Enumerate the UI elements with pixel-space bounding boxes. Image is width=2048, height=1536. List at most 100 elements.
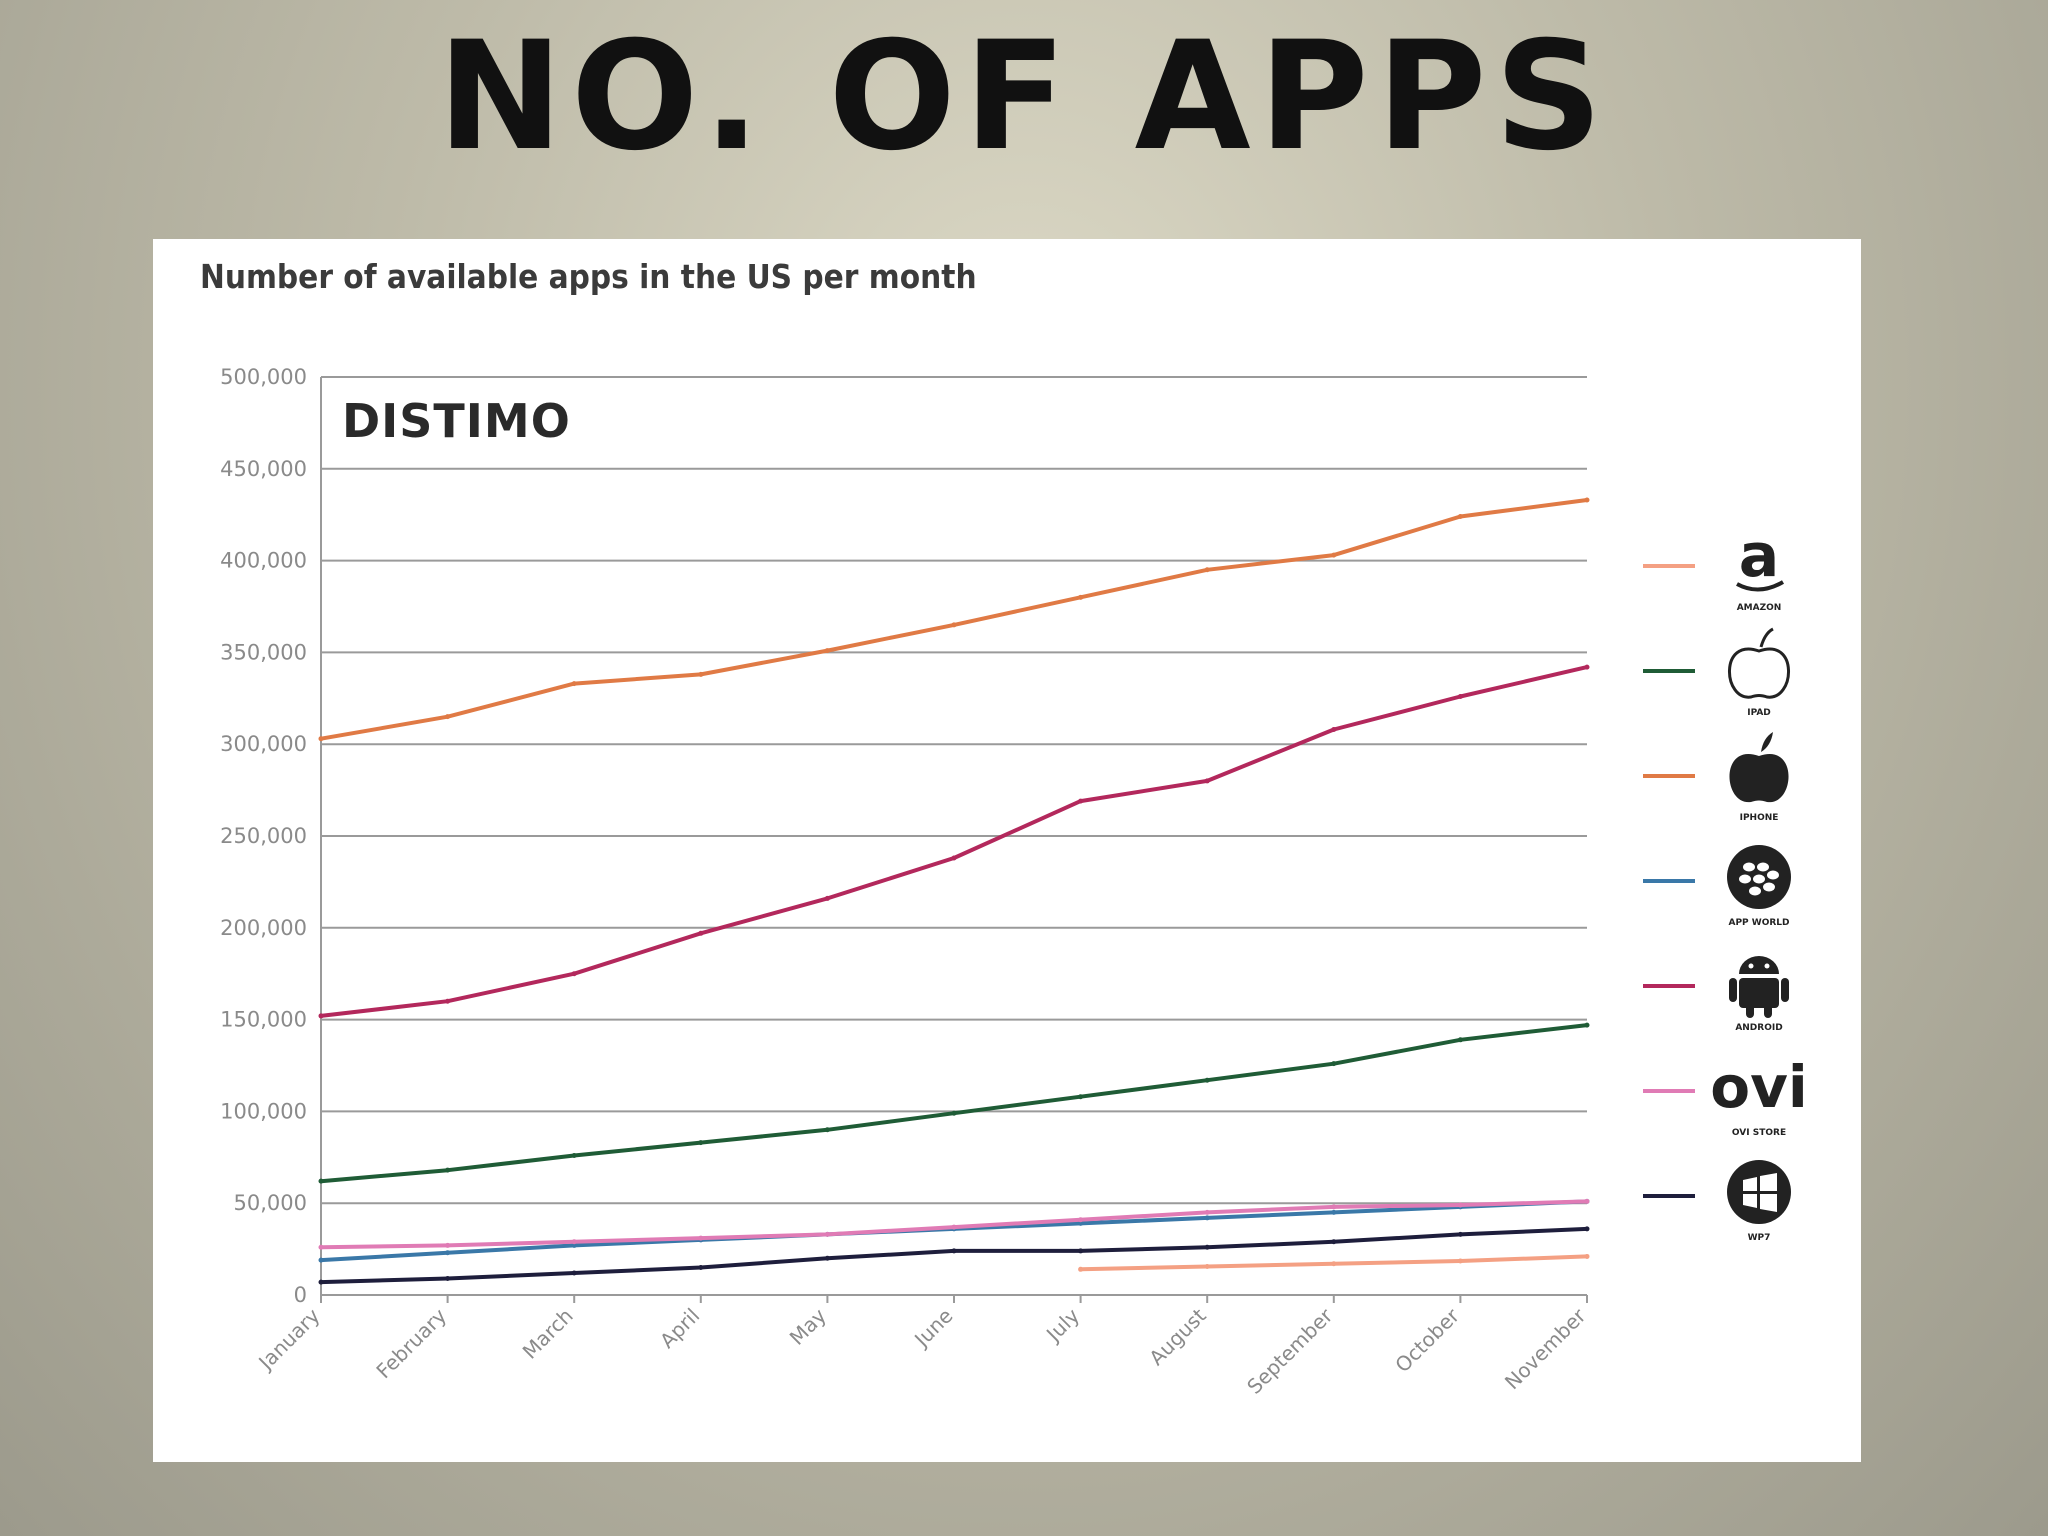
data-point	[951, 1110, 957, 1116]
data-point	[1204, 1209, 1210, 1215]
data-point	[698, 930, 704, 936]
data-point	[1584, 1226, 1590, 1232]
data-point	[1331, 1061, 1337, 1067]
legend-item: ovi OVI STORE	[1643, 1053, 1808, 1138]
x-tick-label: April	[655, 1304, 704, 1353]
data-point	[951, 855, 957, 861]
series-line-ipad	[320, 1023, 1588, 1184]
data-point	[571, 1242, 577, 1248]
y-tick-label: 100,000	[220, 1099, 307, 1123]
data-point	[1204, 1077, 1210, 1083]
data-point	[824, 648, 830, 654]
y-tick-label: 450,000	[220, 457, 307, 481]
data-point	[445, 1242, 451, 1248]
y-tick-label: 500,000	[220, 365, 307, 389]
apple-icon	[1729, 732, 1789, 803]
x-tick-label: February	[371, 1303, 451, 1383]
data-point	[318, 736, 324, 742]
data-point	[1457, 514, 1463, 520]
x-tick-label: November	[1500, 1303, 1591, 1394]
y-tick-label: 300,000	[220, 732, 307, 756]
data-point	[1457, 1037, 1463, 1043]
data-point	[571, 681, 577, 687]
ovi-icon: ovi	[1710, 1053, 1808, 1121]
svg-text:ovi: ovi	[1710, 1053, 1808, 1121]
data-point	[824, 1127, 830, 1133]
data-point	[571, 971, 577, 977]
data-point	[698, 1140, 704, 1146]
data-point	[1078, 594, 1084, 600]
legend-item: WP7	[1643, 1160, 1791, 1243]
data-point	[318, 1257, 324, 1263]
y-tick-label: 50,000	[234, 1191, 307, 1215]
x-tick-label: September	[1242, 1303, 1338, 1399]
data-point	[318, 1244, 324, 1250]
data-point	[1078, 1248, 1084, 1254]
data-point	[1584, 1022, 1590, 1028]
data-point	[824, 1231, 830, 1237]
data-point	[1204, 1215, 1210, 1221]
legend-item: a AMAZON	[1643, 521, 1785, 613]
data-point	[1457, 693, 1463, 699]
data-point	[1457, 1258, 1463, 1264]
series-line-iphone	[320, 498, 1588, 741]
data-point	[445, 714, 451, 720]
legend-item: IPHONE	[1643, 732, 1789, 823]
y-tick-label: 350,000	[220, 640, 307, 664]
legend-item: IPAD	[1643, 627, 1790, 718]
data-point	[1457, 1202, 1463, 1208]
data-point	[1078, 1094, 1084, 1100]
data-point	[1584, 497, 1590, 503]
data-point	[1204, 1244, 1210, 1250]
legend-label: OVI STORE	[1732, 1128, 1786, 1138]
legend-label: APP WORLD	[1728, 918, 1789, 928]
data-point	[1204, 567, 1210, 573]
y-tick-label: 0	[294, 1283, 307, 1307]
distimo-logo: DISTIMO	[342, 394, 571, 448]
data-point	[698, 671, 704, 677]
x-tick-label: May	[785, 1303, 831, 1349]
data-point	[1584, 1198, 1590, 1204]
data-point	[571, 1152, 577, 1158]
x-tick-label: October	[1390, 1303, 1464, 1377]
x-tick-label: July	[1040, 1303, 1084, 1347]
series-line-wp7	[320, 1226, 1588, 1285]
x-tick-label: March	[518, 1304, 578, 1364]
data-point	[951, 1224, 957, 1230]
data-point	[1331, 552, 1337, 558]
data-point	[1331, 1209, 1337, 1215]
data-point	[1331, 1204, 1337, 1210]
data-point	[1331, 1261, 1337, 1267]
y-tick-label: 400,000	[220, 549, 307, 573]
legend: a AMAZON IPAD IPHONE APP WORLD ANDROID ovi OVI …	[1643, 521, 1808, 1243]
data-point	[824, 895, 830, 901]
amazon-icon: a	[1736, 521, 1785, 592]
legend-label: IPHONE	[1740, 813, 1779, 823]
data-point	[318, 1013, 324, 1019]
legend-item: ANDROID	[1643, 956, 1789, 1033]
grid	[321, 376, 1587, 1296]
data-point	[1331, 727, 1337, 733]
y-tick-label: 250,000	[220, 824, 307, 848]
y-tick-label: 200,000	[220, 916, 307, 940]
data-point	[1331, 1239, 1337, 1245]
windows-icon	[1727, 1160, 1791, 1224]
svg-text:a: a	[1739, 521, 1780, 591]
slide-title: NO. OF APPS	[437, 10, 1611, 184]
data-point	[1204, 778, 1210, 784]
chart-title: Number of available apps in the US per m…	[200, 257, 977, 296]
legend-label: AMAZON	[1737, 603, 1782, 613]
data-point	[571, 1270, 577, 1276]
data-point	[1078, 1220, 1084, 1226]
chart-panel: Number of available apps in the US per m…	[153, 239, 1861, 1462]
data-point	[445, 998, 451, 1004]
data-point	[445, 1167, 451, 1173]
data-point	[951, 1248, 957, 1254]
data-point	[318, 1178, 324, 1184]
data-point	[1584, 1253, 1590, 1259]
data-point	[1078, 798, 1084, 804]
legend-label: ANDROID	[1735, 1023, 1782, 1033]
data-point	[1078, 1266, 1084, 1272]
data-point	[445, 1250, 451, 1256]
data-point	[698, 1264, 704, 1270]
